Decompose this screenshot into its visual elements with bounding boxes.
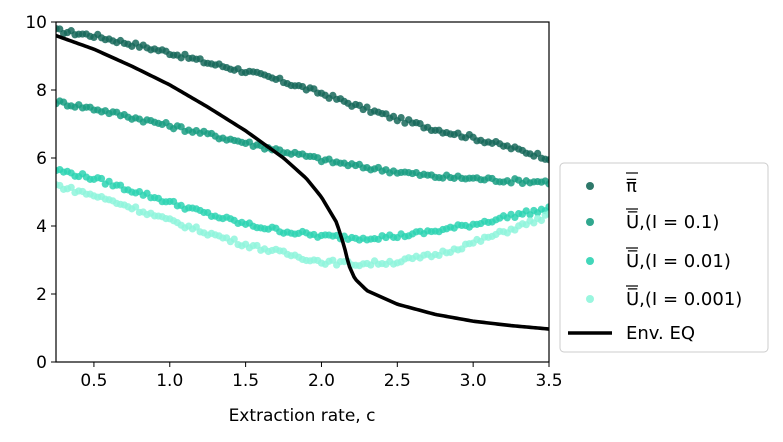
y-tick-label: 8 [36, 81, 47, 101]
legend-swatch [586, 257, 594, 265]
x-axis: 0.5 1.0 1.5 2.0 2.5 3.0 3.5 [80, 362, 563, 391]
data-point [230, 235, 238, 243]
plot-area [56, 25, 549, 331]
data-point [97, 174, 106, 183]
legend-label: U̅,(I = 0.01) [626, 250, 731, 272]
legend-item-3: U̅,(I = 0.01) [586, 247, 731, 272]
plot-frame [55, 21, 550, 363]
series-3-points [56, 165, 549, 244]
legend-item-1: π̅ [586, 172, 638, 197]
legend-label: U̅,(I = 0.1) [626, 211, 719, 233]
legend-label: Env. EQ [626, 323, 695, 344]
x-tick-label: 0.5 [80, 371, 107, 391]
legend-swatch [586, 218, 594, 226]
data-point [253, 241, 261, 250]
data-point [397, 114, 405, 122]
y-tick-label: 2 [36, 285, 47, 305]
data-point [545, 156, 549, 164]
y-tick-label: 0 [36, 353, 47, 373]
legend-item-4: U̅,(I = 0.001) [586, 285, 742, 310]
legend-box [559, 162, 769, 353]
legend-swatch [586, 182, 594, 190]
legend-swatch [586, 295, 594, 303]
data-point [545, 180, 549, 188]
env-eq-curve [56, 33, 549, 331]
x-tick-label: 2.0 [308, 371, 335, 391]
data-point [545, 203, 549, 211]
series-5-line [56, 33, 549, 331]
data-point [545, 210, 549, 218]
y-axis: 0 2 4 6 8 10 [25, 13, 56, 373]
x-tick-label: 1.5 [232, 371, 259, 391]
series-1-points [56, 25, 549, 164]
series-2-points [56, 97, 549, 188]
data-point [537, 216, 546, 225]
legend-item-2: U̅,(I = 0.1) [586, 208, 719, 233]
x-tick-label: 2.5 [384, 371, 411, 391]
y-tick-label: 4 [36, 217, 47, 237]
legend: π̅ U̅,(I = 0.1) U̅,(I = 0.01) U̅,(I = 0.001… [559, 162, 769, 353]
data-point [132, 203, 140, 211]
data-point [534, 149, 542, 157]
y-tick-label: 10 [25, 13, 47, 33]
x-axis-label: Extraction rate, c [229, 406, 376, 426]
x-tick-label: 1.0 [156, 371, 183, 391]
data-point [67, 183, 75, 191]
data-point [192, 223, 200, 231]
series-layer [56, 25, 549, 331]
series-4-points [56, 181, 549, 270]
y-tick-label: 6 [36, 149, 47, 169]
x-tick-label: 3.5 [535, 371, 562, 391]
x-tick-label: 3.0 [460, 371, 487, 391]
legend-item-5: Env. EQ [568, 323, 695, 344]
legend-label: U̅,(I = 0.001) [626, 288, 742, 310]
legend-label: π̅ [626, 176, 637, 197]
data-point [363, 103, 371, 111]
